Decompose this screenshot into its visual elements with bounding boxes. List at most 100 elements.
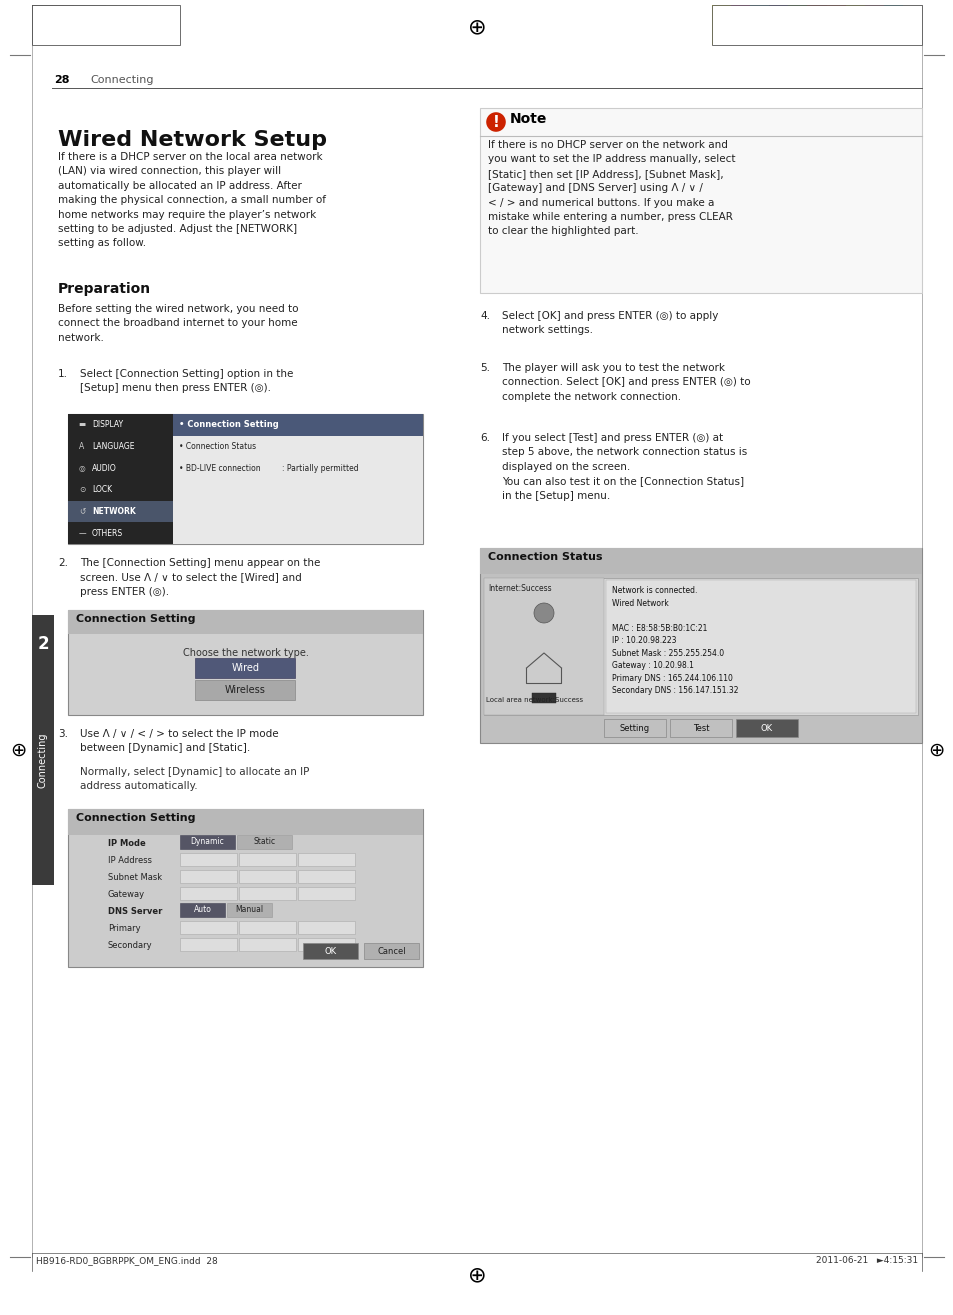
Text: DNS Server: DNS Server — [108, 907, 162, 917]
Bar — [882, 5, 902, 45]
Text: Cancel: Cancel — [376, 947, 405, 956]
Bar — [239, 869, 295, 882]
Bar — [137, 5, 148, 45]
Bar — [180, 852, 236, 865]
Text: Local area network:Success: Local area network:Success — [485, 697, 582, 704]
Bar — [64, 5, 74, 45]
Bar — [180, 902, 225, 917]
Bar — [159, 5, 170, 45]
Text: Subnet Mask: Subnet Mask — [108, 873, 162, 882]
Text: Before setting the wired network, you need to
connect the broadband internet to : Before setting the wired network, you ne… — [58, 304, 298, 343]
Bar — [787, 5, 806, 45]
Text: OK: OK — [760, 723, 772, 732]
Text: HB916-RD0_BGBRPPK_OM_ENG.indd  28: HB916-RD0_BGBRPPK_OM_ENG.indd 28 — [36, 1256, 217, 1265]
Bar — [106, 5, 116, 45]
Bar — [32, 5, 180, 45]
Bar — [364, 943, 418, 959]
Bar — [172, 414, 422, 435]
Bar — [806, 5, 825, 45]
Bar — [180, 835, 234, 848]
Bar — [711, 5, 730, 45]
Bar — [297, 920, 355, 934]
Bar — [68, 809, 422, 835]
Bar — [239, 886, 295, 899]
Text: Connection Setting: Connection Setting — [76, 614, 195, 625]
Text: Auto: Auto — [193, 905, 212, 914]
Text: Test: Test — [692, 723, 708, 732]
Bar — [227, 902, 272, 917]
Bar — [148, 5, 159, 45]
Text: OK: OK — [324, 947, 336, 956]
Text: Dynamic: Dynamic — [191, 838, 224, 846]
Bar — [532, 693, 556, 704]
Text: —: — — [78, 529, 86, 538]
Bar — [53, 5, 64, 45]
Bar — [239, 938, 295, 951]
Bar — [68, 610, 422, 715]
Bar — [180, 920, 236, 934]
Bar — [68, 501, 172, 522]
Bar — [43, 5, 53, 45]
Text: ▬: ▬ — [78, 421, 86, 429]
Bar — [195, 658, 295, 679]
Circle shape — [534, 604, 554, 623]
Bar — [483, 579, 603, 715]
Text: Internet:Success: Internet:Success — [488, 584, 551, 593]
Text: Connection Status: Connection Status — [488, 552, 602, 562]
Text: 28: 28 — [54, 75, 70, 85]
Bar — [479, 108, 921, 293]
Bar — [603, 719, 665, 736]
Text: NETWORK: NETWORK — [91, 508, 135, 515]
Text: • Connection Setting: • Connection Setting — [179, 421, 278, 429]
Text: 4.: 4. — [479, 312, 490, 321]
Text: If you select [Test] and press ENTER (◎) at
step 5 above, the network connection: If you select [Test] and press ENTER (◎)… — [501, 433, 746, 501]
Text: Manual: Manual — [235, 905, 263, 914]
Text: 6.: 6. — [479, 433, 490, 443]
Bar — [297, 852, 355, 865]
Text: • BD-LIVE connection         : Partially permitted: • BD-LIVE connection : Partially permitt… — [179, 464, 358, 472]
Bar — [844, 5, 863, 45]
Text: Select [Connection Setting] option in the
[Setup] menu then press ENTER (◎).: Select [Connection Setting] option in th… — [80, 370, 294, 393]
Bar — [297, 869, 355, 882]
Bar — [863, 5, 882, 45]
Text: 2011-06-21   ►4:15:31: 2011-06-21 ►4:15:31 — [815, 1256, 917, 1265]
Text: The player will ask you to test the network
connection. Select [OK] and press EN: The player will ask you to test the netw… — [501, 363, 750, 402]
Text: Static: Static — [253, 838, 275, 846]
Bar — [85, 5, 95, 45]
Bar — [239, 852, 295, 865]
Bar — [236, 835, 292, 848]
Text: 3.: 3. — [58, 729, 68, 739]
Text: Network is connected.
Wired Network

MAC : E8:58:5B:B0:1C:21
IP : 10.20.98.223
S: Network is connected. Wired Network MAC … — [612, 586, 738, 696]
Text: ◎: ◎ — [78, 464, 85, 472]
Bar — [172, 414, 422, 544]
Bar — [303, 943, 357, 959]
Bar — [180, 938, 236, 951]
Text: LOCK: LOCK — [91, 485, 112, 494]
Text: Wired Network Setup: Wired Network Setup — [58, 130, 327, 150]
Text: The [Connection Setting] menu appear on the
screen. Use Λ / ∨ to select the [Wir: The [Connection Setting] menu appear on … — [80, 558, 320, 597]
Bar — [825, 5, 844, 45]
Bar — [170, 5, 180, 45]
Text: 1.: 1. — [58, 370, 68, 379]
Text: Select [OK] and press ENTER (◎) to apply
network settings.: Select [OK] and press ENTER (◎) to apply… — [501, 312, 718, 335]
Text: Note: Note — [510, 112, 547, 126]
Text: DISPLAY: DISPLAY — [91, 421, 123, 429]
Text: IP Address: IP Address — [108, 856, 152, 865]
Bar — [68, 809, 422, 967]
Text: ↺: ↺ — [79, 508, 85, 515]
Text: Connection Setting: Connection Setting — [76, 813, 195, 823]
Bar — [479, 548, 921, 575]
Text: ⊕: ⊕ — [927, 740, 943, 760]
Bar — [902, 5, 921, 45]
Text: Primary: Primary — [108, 924, 140, 934]
Text: ⊕: ⊕ — [10, 740, 26, 760]
Bar — [180, 869, 236, 882]
Text: ⊙: ⊙ — [79, 485, 85, 494]
Text: 5.: 5. — [479, 363, 490, 373]
Text: OTHERS: OTHERS — [91, 529, 123, 538]
Text: Connecting: Connecting — [38, 732, 48, 788]
Text: ⊕: ⊕ — [467, 1265, 486, 1285]
Bar — [32, 615, 54, 885]
Bar — [68, 610, 422, 634]
Text: !: ! — [492, 114, 499, 129]
